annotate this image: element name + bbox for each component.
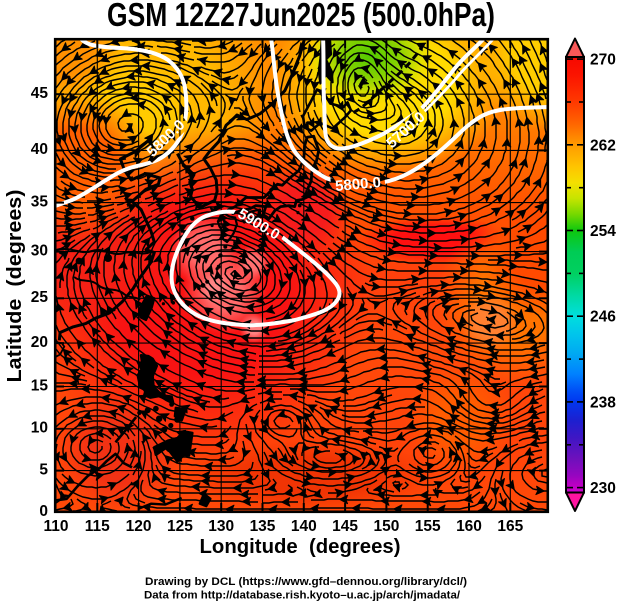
svg-text:20: 20: [31, 334, 48, 351]
svg-text:Drawing by DCL (https://www.gf: Drawing by DCL (https://www.gfd–dennou.o…: [145, 576, 467, 588]
svg-text:5: 5: [39, 461, 48, 478]
svg-text:246: 246: [590, 309, 616, 326]
svg-text:5800.0: 5800.0: [334, 174, 381, 195]
svg-text:160: 160: [456, 518, 482, 535]
svg-text:165: 165: [497, 518, 523, 535]
svg-text:GSM 12Z27Jun2025 (500.0hPa): GSM 12Z27Jun2025 (500.0hPa): [107, 0, 495, 33]
svg-text:35: 35: [31, 193, 49, 210]
svg-text:Data from http://database.rish: Data from http://database.rish.kyoto–u.a…: [144, 590, 460, 602]
svg-text:130: 130: [208, 518, 234, 535]
svg-text:140: 140: [291, 518, 317, 535]
svg-text:15: 15: [31, 377, 49, 394]
svg-text:0: 0: [39, 503, 48, 520]
svg-text:120: 120: [126, 518, 152, 535]
svg-text:30: 30: [31, 242, 48, 259]
svg-text:150: 150: [373, 518, 399, 535]
svg-text:155: 155: [415, 518, 441, 535]
svg-text:25: 25: [31, 289, 49, 306]
svg-text:270: 270: [590, 52, 616, 69]
svg-text:Latitude (degrees): Latitude (degrees): [4, 190, 26, 383]
svg-text:40: 40: [31, 141, 48, 158]
svg-text:262: 262: [590, 137, 616, 154]
svg-text:115: 115: [85, 518, 110, 535]
svg-text:238: 238: [590, 394, 616, 411]
svg-text:Longitude (degrees): Longitude (degrees): [200, 536, 401, 558]
svg-text:110: 110: [43, 518, 68, 535]
svg-text:254: 254: [590, 223, 616, 240]
svg-text:230: 230: [590, 480, 616, 497]
svg-text:145: 145: [332, 518, 358, 535]
svg-text:10: 10: [31, 420, 48, 437]
svg-text:125: 125: [167, 518, 193, 535]
svg-text:45: 45: [31, 85, 49, 102]
svg-text:135: 135: [250, 518, 276, 535]
